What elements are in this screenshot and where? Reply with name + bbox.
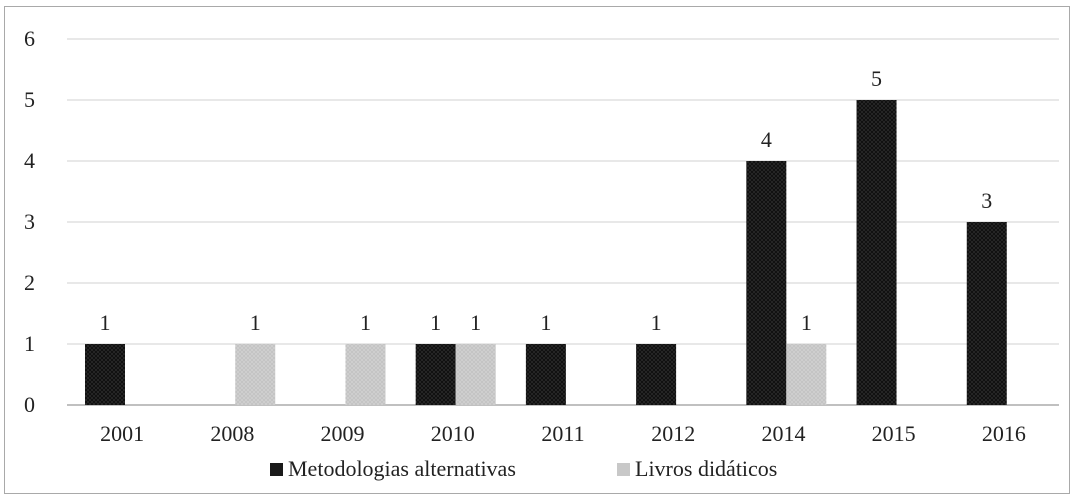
data-labels: 1 1 1 1 1 1 1 4 1 5 3 — [100, 66, 993, 335]
y-tick-label: 1 — [24, 331, 35, 356]
bar-metodologias-2001 — [85, 344, 125, 405]
bar-metodologias-2012 — [636, 344, 677, 405]
x-tick-label: 2008 — [210, 421, 254, 446]
x-tick-label: 2015 — [872, 421, 916, 446]
data-label: 5 — [871, 66, 882, 91]
data-label: 1 — [651, 310, 662, 335]
legend: Metodologias alternativas Livros didático… — [270, 456, 777, 481]
y-tick-label: 0 — [24, 392, 35, 417]
legend-swatch-livros — [617, 463, 630, 476]
x-tick-label: 2001 — [100, 421, 144, 446]
bars — [85, 100, 1007, 405]
y-tick-label: 5 — [24, 87, 35, 112]
legend-label-livros: Livros didáticos — [635, 456, 777, 481]
data-label: 1 — [250, 310, 261, 335]
y-tick-label: 4 — [24, 148, 35, 173]
x-tick-label: 2012 — [651, 421, 695, 446]
x-axis: 2001 2008 2009 2010 2011 2012 2014 2015 2016 — [100, 421, 1026, 446]
bar-metodologias-2015 — [856, 100, 897, 405]
y-tick-label: 2 — [24, 270, 35, 295]
bar-livros-2014 — [786, 344, 827, 405]
data-label: 1 — [540, 310, 551, 335]
bar-metodologias-2011 — [525, 344, 566, 405]
data-label: 1 — [801, 310, 812, 335]
data-label: 1 — [430, 310, 441, 335]
chart-frame: 0 1 2 3 4 5 6 1 1 1 1 1 1 1 4 1 5 3 2001 2008 2009 2010 2011… — [4, 6, 1070, 494]
data-label: 1 — [470, 310, 481, 335]
bar-livros-2009 — [345, 344, 386, 405]
bar-metodologias-2016 — [966, 222, 1007, 405]
x-tick-label: 2014 — [761, 421, 805, 446]
x-tick-label: 2009 — [321, 421, 365, 446]
bar-metodologias-2010 — [415, 344, 456, 405]
y-tick-label: 3 — [24, 209, 35, 234]
legend-swatch-metodologias — [270, 463, 283, 476]
bar-metodologias-2014 — [746, 161, 787, 405]
y-axis: 0 1 2 3 4 5 6 — [24, 26, 35, 417]
x-tick-label: 2010 — [431, 421, 475, 446]
data-label: 3 — [981, 188, 992, 213]
legend-label-metodologias: Metodologias alternativas — [288, 456, 516, 481]
bar-livros-2010 — [455, 344, 496, 405]
x-tick-label: 2016 — [982, 421, 1026, 446]
data-label: 1 — [360, 310, 371, 335]
grid-layer — [67, 38, 1059, 406]
bar-livros-2008 — [235, 344, 276, 405]
y-tick-label: 6 — [24, 26, 35, 51]
data-label: 1 — [100, 310, 111, 335]
x-tick-label: 2011 — [541, 421, 584, 446]
bar-chart: 0 1 2 3 4 5 6 1 1 1 1 1 1 1 4 1 5 3 2001 2008 2009 2010 2011… — [24, 26, 1059, 481]
data-label: 4 — [761, 127, 772, 152]
